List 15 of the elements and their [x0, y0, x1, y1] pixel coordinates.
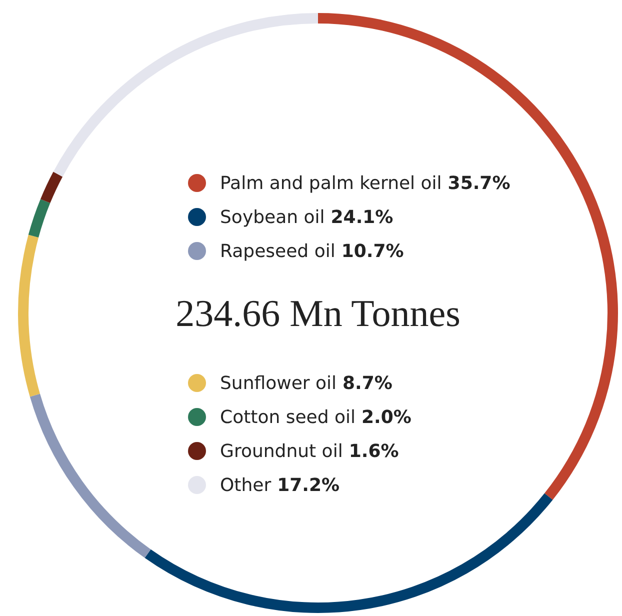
data-label: 17.2% — [277, 474, 340, 496]
legend-label: Soybean oil — [220, 206, 325, 228]
data-label: 35.7% — [448, 172, 510, 194]
data-label: 2.0% — [362, 406, 412, 428]
legend-label: Palm and palm kernel oil — [220, 172, 442, 194]
data-label: 24.1% — [330, 206, 394, 228]
legend-label: Sunflower oil — [220, 372, 337, 394]
data-label: 10.7% — [341, 240, 404, 262]
legend-label: Cotton seed oil — [220, 406, 356, 428]
legend-label: Other — [220, 474, 272, 496]
text: 234.66 Mn Tonnes — [174, 292, 462, 336]
legend-label: Groundnut oil — [220, 440, 343, 462]
data-label: 8.7% — [342, 372, 392, 394]
data-label: 1.6% — [348, 440, 399, 462]
legend-label: Rapeseed oil — [220, 240, 336, 262]
